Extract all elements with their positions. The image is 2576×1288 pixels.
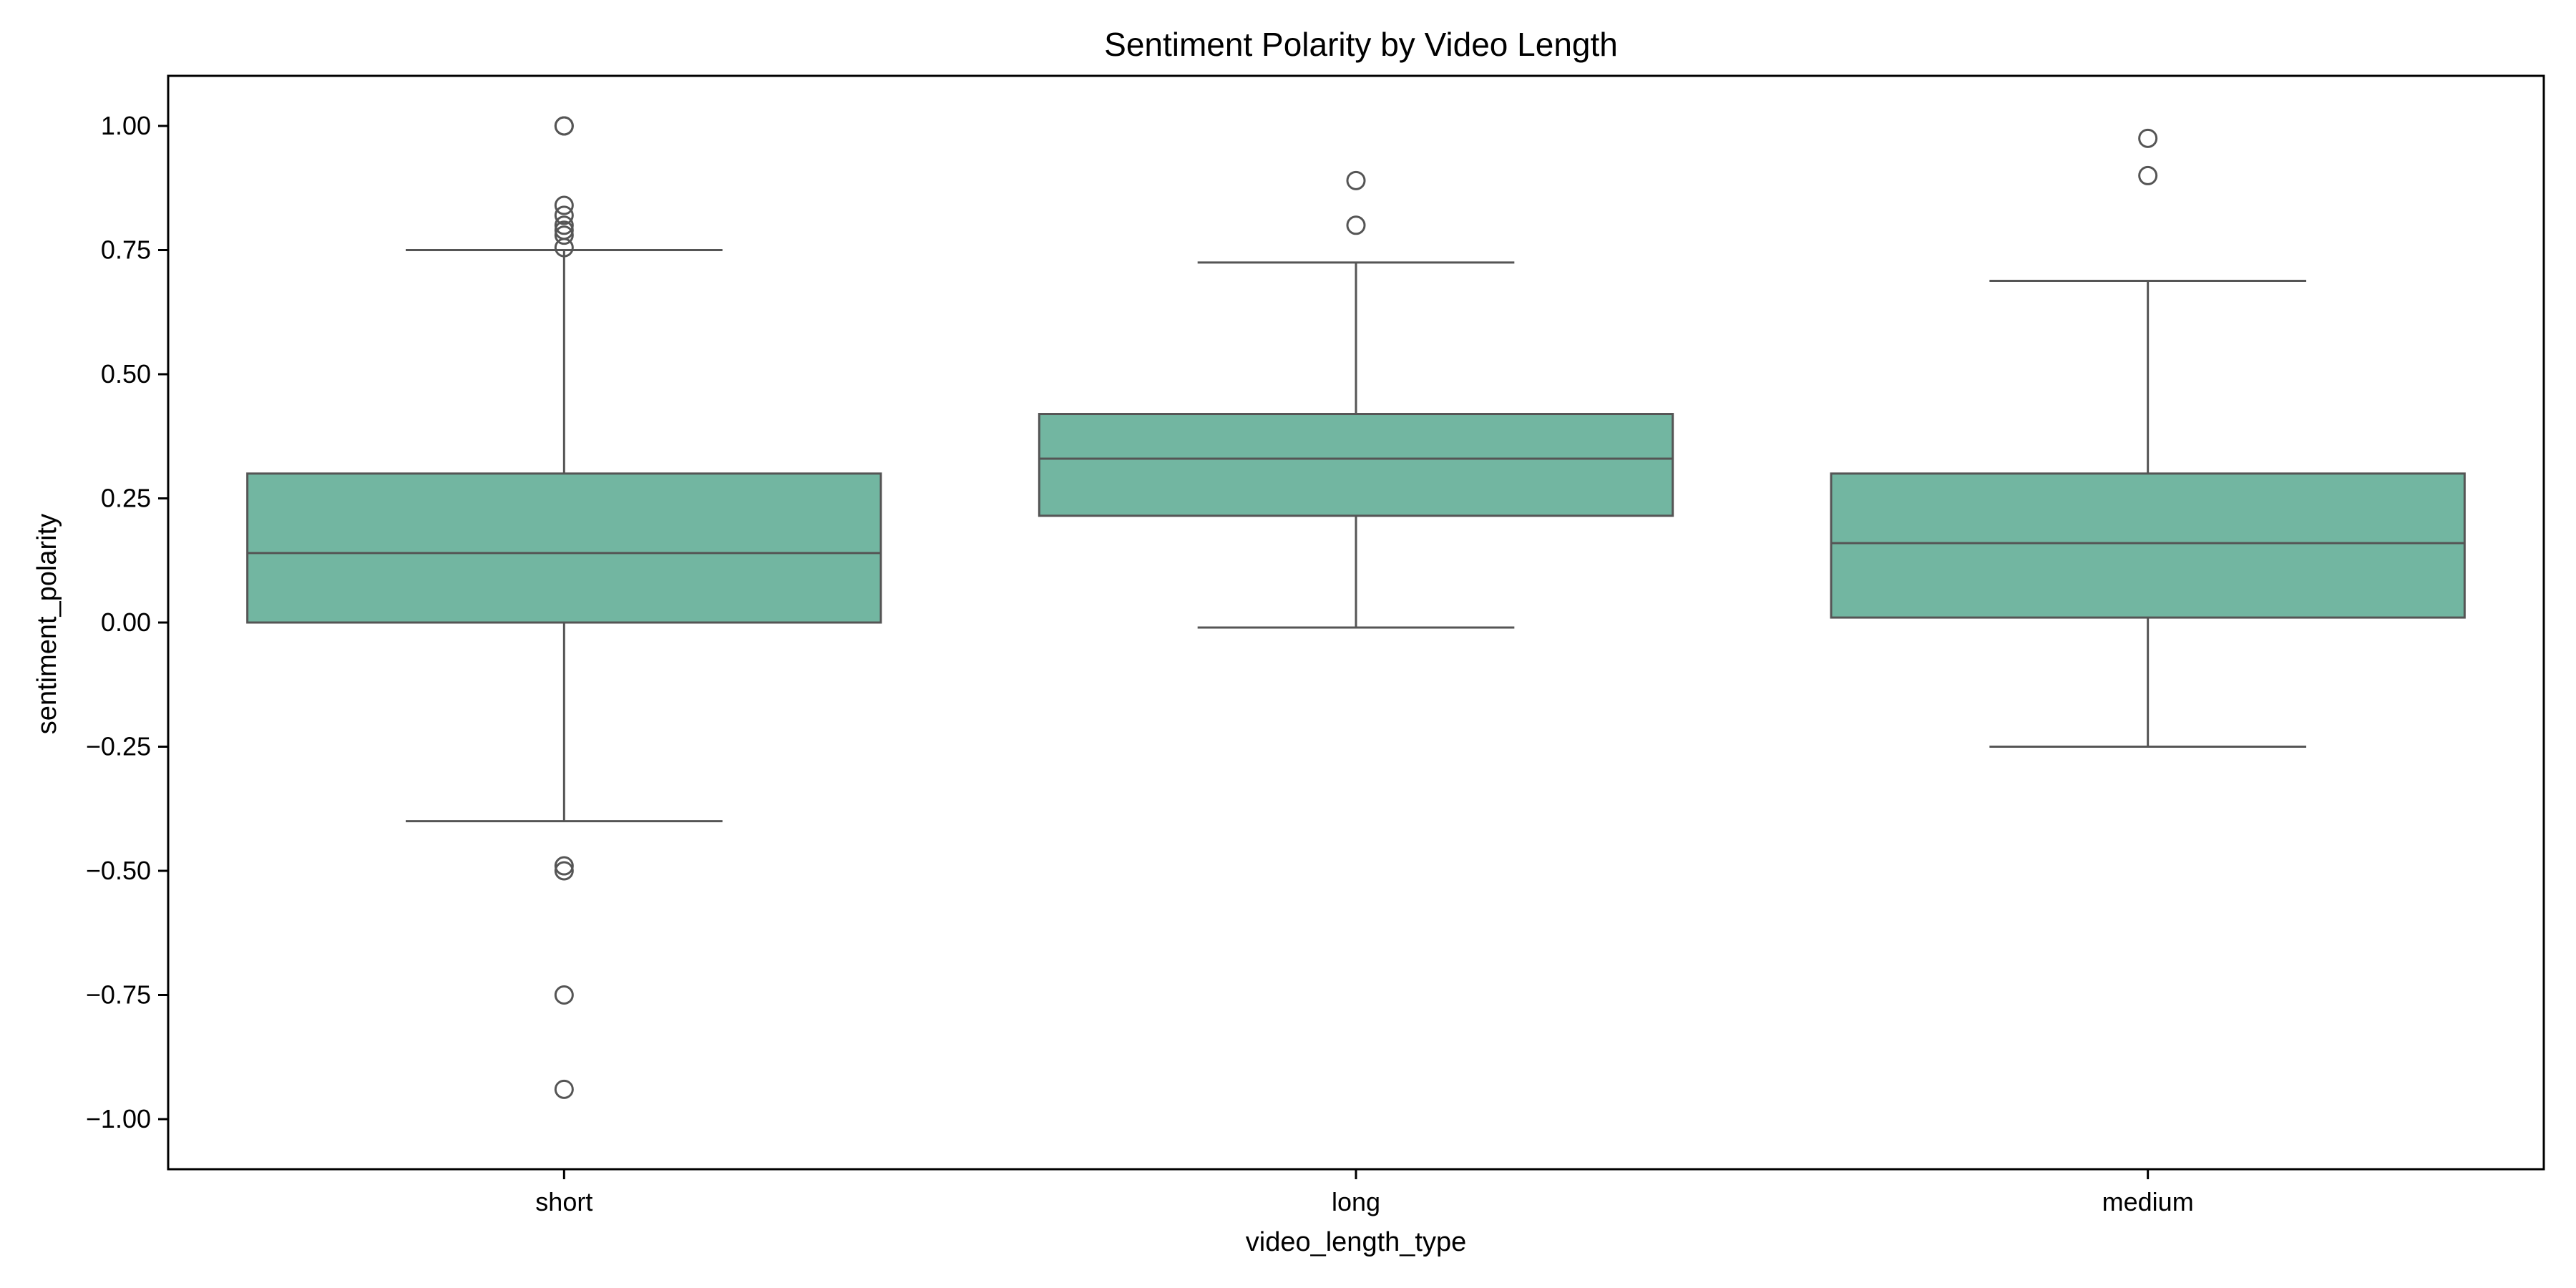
- iqr-box: [1038, 413, 1674, 517]
- outlier-point: [554, 238, 574, 258]
- box-short: [246, 116, 882, 1099]
- y-tick-label: 0.00: [101, 608, 151, 637]
- outlier-point: [554, 856, 574, 876]
- y-tick-label: −0.25: [86, 732, 151, 761]
- outlier-point: [554, 116, 574, 136]
- x-tick-label-short: short: [535, 1187, 592, 1216]
- outlier-point: [554, 195, 574, 215]
- outlier-point: [554, 225, 574, 245]
- outlier-point: [554, 1079, 574, 1099]
- outlier-point: [554, 205, 574, 225]
- outlier-point: [554, 985, 574, 1005]
- plot-area: [246, 116, 2466, 1099]
- y-tick-label: 0.25: [101, 484, 151, 513]
- chart-title: Sentiment Polarity by Video Length: [1104, 26, 1618, 63]
- outlier-point: [2138, 128, 2158, 148]
- y-tick-label: 0.75: [101, 235, 151, 265]
- y-tick-label: 0.50: [101, 359, 151, 389]
- x-tick-label-long: long: [1332, 1187, 1380, 1216]
- y-tick-label: 1.00: [101, 111, 151, 140]
- iqr-box: [246, 472, 882, 624]
- x-axis-label: video_length_type: [1246, 1227, 1466, 1257]
- iqr-box: [1830, 472, 2466, 619]
- outlier-point: [2138, 165, 2158, 185]
- outlier-point: [554, 861, 574, 881]
- box-long: [1038, 170, 1674, 629]
- box-medium: [1830, 128, 2466, 748]
- outlier-point: [1346, 170, 1366, 190]
- y-tick-label: −1.00: [86, 1104, 151, 1133]
- x-tick-label-medium: medium: [2102, 1187, 2194, 1216]
- outlier-point: [554, 215, 574, 235]
- outlier-point: [1346, 215, 1366, 235]
- y-tick-label: −0.75: [86, 980, 151, 1010]
- y-tick-label: −0.50: [86, 856, 151, 885]
- y-axis-label: sentiment_polarity: [32, 514, 62, 734]
